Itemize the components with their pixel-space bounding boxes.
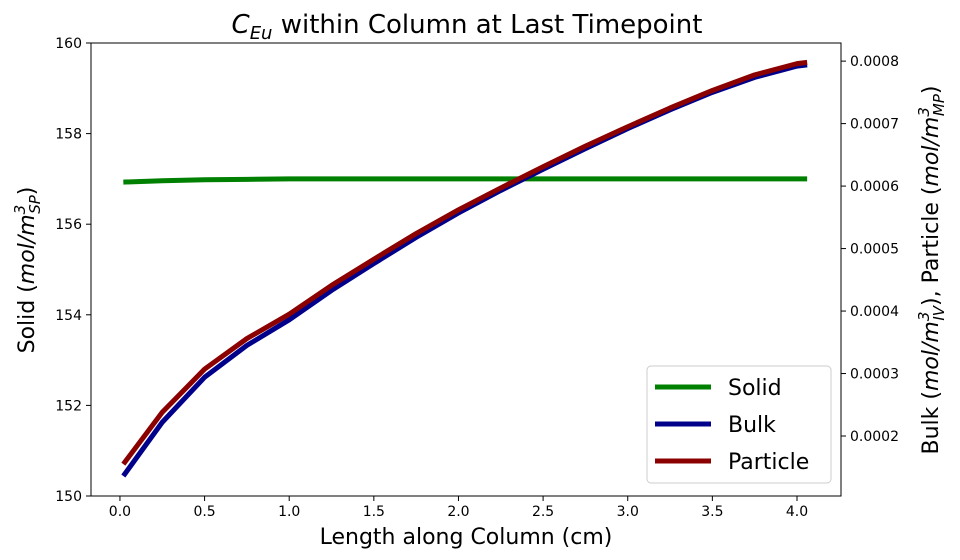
data-line [123,176,808,185]
label-part: ), Particle ( [919,187,944,306]
x-tick-label: 3.0 [617,504,639,520]
label-part: Bulk ( [919,391,944,454]
x-axis-label: Length along Column (cm) [320,525,613,550]
y2-tick-label: 0.0003 [850,367,899,383]
y-tick-label: 160 [55,36,82,52]
legend-box [646,365,832,484]
legend: Solid Bulk Particle [646,365,832,484]
x-tick-label: 2.5 [532,504,554,520]
label-part: mol/m [919,321,944,391]
title-symbol: C [232,10,251,40]
legend-label: Particle [728,450,809,475]
x-tick-label: 0.5 [193,504,215,520]
y2-tick-label: 0.0008 [850,54,899,70]
label-part: 3 [11,205,29,215]
y-tick-label: 158 [55,127,82,143]
label-part: ) [919,86,944,95]
y-tick-label: 156 [55,217,82,233]
x-tick-label: 1.0 [278,504,300,520]
label-part: ) [15,187,40,196]
label-part: 3 [915,107,933,117]
label-part: SP [26,194,44,214]
label-part: IV [930,304,948,320]
label-part: MP [930,93,948,116]
y2-tick-label: 0.0004 [850,304,899,320]
title-subscript: Eu [250,23,273,44]
y-tick-label: 154 [55,308,82,324]
label-part: mol/m [15,214,40,284]
y2-tick-label: 0.0002 [850,429,899,445]
x-tick-label: 0.0 [109,504,131,520]
x-tick-label: 1.5 [363,504,385,520]
chart-title: CEu within Column at Last Timepoint [232,10,703,44]
y-tick-label: 152 [55,398,82,414]
x-tick-label: 3.5 [701,504,723,520]
legend-label: Bulk [728,413,776,438]
legend-label: Solid [728,376,782,401]
x-tick-label: 4.0 [786,504,808,520]
data-line [121,59,808,466]
title-text: within Column at Last Timepoint [272,10,702,40]
y2-axis-label: Bulk (mol/m3IV), Particle (mol/m3MP) [915,86,948,455]
plot-frame [90,42,842,497]
y-tick-label: 150 [55,489,82,505]
x-tick-label: 2.0 [447,504,469,520]
label-part: 3 [915,312,933,322]
y2-tick-label: 0.0007 [850,117,899,133]
y2-tick-label: 0.0005 [850,242,899,258]
label-part: Solid ( [15,284,40,353]
y-axis-label: Solid (mol/m3SP) [11,187,44,354]
label-part: mol/m [919,117,944,187]
y2-tick-label: 0.0006 [850,179,899,195]
